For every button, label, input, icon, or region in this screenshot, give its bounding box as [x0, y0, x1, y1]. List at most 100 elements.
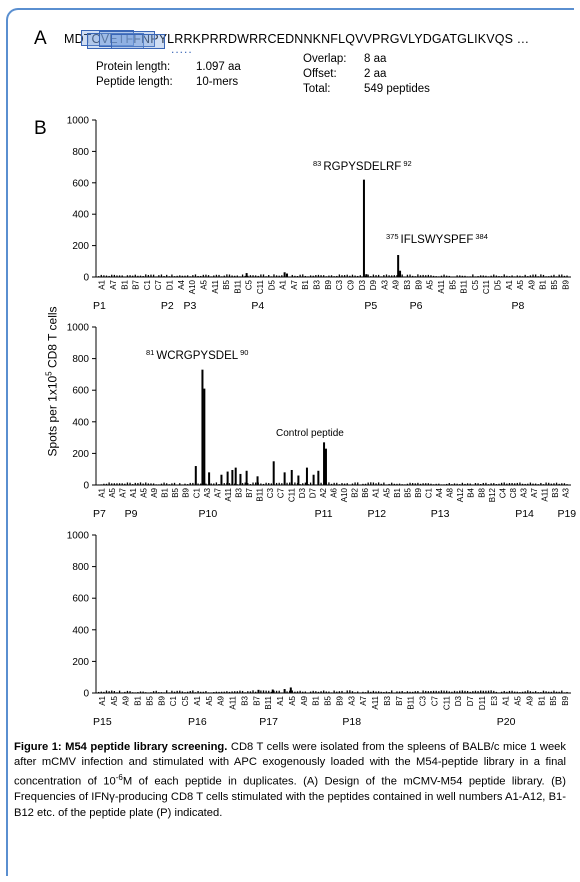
- noise-bar-1-18: [145, 482, 147, 485]
- noise-bar-2-70: [281, 692, 283, 693]
- noise-bar-2-113: [393, 692, 395, 693]
- noise-bar-1-106: [375, 483, 377, 485]
- noise-bar-0-38: [197, 275, 199, 277]
- noise-bar-0-143: [472, 274, 474, 277]
- noise-bar-1-161: [519, 482, 521, 485]
- plate-label-2-2: P17: [259, 716, 278, 728]
- x-tick-label-0-9: A5: [199, 279, 208, 289]
- noise-bar-2-135: [451, 691, 453, 693]
- noise-bar-1-53: [236, 484, 238, 485]
- plate-label-0-6: P8: [511, 300, 524, 312]
- noise-bar-2-24: [160, 692, 163, 693]
- noise-bar-2-178: [563, 692, 566, 693]
- noise-bar-0-106: [375, 275, 377, 277]
- noise-bar-0-34: [186, 275, 189, 277]
- noise-bar-2-151: [493, 690, 495, 693]
- noise-bar-0-53: [236, 275, 238, 277]
- noise-bar-0-86: [323, 275, 325, 277]
- noise-bar-1-10: [124, 483, 126, 485]
- noise-bar-2-50: [228, 691, 231, 693]
- noise-bar-2-6: [113, 691, 115, 693]
- noise-bar-0-22: [155, 276, 157, 277]
- noise-bar-1-85: [320, 482, 322, 485]
- x-tick-label-1-0: A1: [97, 487, 106, 497]
- noise-bar-1-97: [351, 483, 354, 485]
- noise-bar-1-116: [401, 484, 403, 485]
- noise-bar-1-2: [103, 483, 105, 485]
- plate-label-1-2: P10: [199, 508, 218, 520]
- noise-bar-1-127: [430, 483, 432, 485]
- y-tick-label-1-3: 600: [72, 386, 89, 397]
- noise-bar-0-45: [215, 274, 218, 277]
- plate-label-0-0: P1: [93, 300, 106, 312]
- noise-bar-1-121: [414, 483, 416, 485]
- noise-bar-2-94: [343, 692, 346, 693]
- noise-bar-1-148: [485, 482, 487, 485]
- noise-bar-1-45: [215, 482, 218, 485]
- noise-bar-0-131: [440, 275, 443, 277]
- noise-bar-0-127: [430, 275, 432, 277]
- noise-bar-2-159: [514, 691, 516, 693]
- noise-bar-0-129: [435, 276, 437, 277]
- noise-bar-2-12: [129, 691, 131, 693]
- noise-bar-0-139: [461, 275, 464, 277]
- peak-bar-0-6: [286, 273, 288, 277]
- peak-bar-1-16: [312, 474, 315, 485]
- noise-bar-2-14: [134, 692, 136, 693]
- x-tick-label-1-2: A7: [118, 487, 127, 497]
- noise-bar-1-138: [459, 484, 461, 485]
- noise-bar-0-165: [529, 275, 532, 277]
- noise-bar-1-143: [472, 484, 474, 485]
- x-tick-label-0-27: B3: [403, 279, 412, 289]
- noise-bar-0-97: [351, 274, 354, 277]
- x-tick-label-0-2: B1: [120, 279, 129, 289]
- noise-bar-0-94: [343, 275, 346, 277]
- peak-bar-1-14: [297, 475, 300, 485]
- noise-bar-0-14: [134, 274, 136, 277]
- noise-bar-0-23: [158, 275, 160, 277]
- noise-bar-2-102: [364, 692, 367, 693]
- noise-bar-1-41: [205, 483, 207, 485]
- noise-bar-2-45: [215, 691, 218, 693]
- noise-bar-2-4: [108, 691, 110, 693]
- noise-bar-1-88: [328, 482, 330, 485]
- x-tick-label-0-29: A5: [426, 279, 435, 289]
- noise-bar-0-111: [388, 275, 390, 277]
- noise-bar-1-38: [197, 483, 199, 485]
- noise-bar-0-117: [404, 276, 406, 277]
- noise-bar-0-87: [325, 276, 327, 277]
- peak-bar-1-5: [226, 471, 229, 485]
- noise-bar-1-133: [446, 483, 448, 485]
- noise-bar-0-122: [417, 274, 419, 277]
- x-tick-label-1-44: A3: [562, 487, 571, 497]
- noise-bar-0-36: [192, 275, 194, 277]
- x-tick-label-0-14: C11: [256, 279, 265, 294]
- noise-bar-0-153: [498, 276, 500, 277]
- noise-bar-1-153: [498, 483, 500, 485]
- x-tick-label-1-31: C1: [425, 487, 434, 498]
- noise-bar-0-35: [189, 276, 191, 277]
- total-value: 549 peptides: [364, 83, 430, 95]
- x-tick-label-1-30: B9: [414, 487, 423, 497]
- noise-bar-2-67: [273, 690, 275, 693]
- noise-bar-0-8: [118, 275, 121, 277]
- x-tick-label-2-1: A5: [110, 695, 119, 705]
- x-tick-label-1-7: B5: [171, 487, 180, 497]
- noise-bar-2-141: [466, 690, 469, 693]
- noise-bar-0-13: [132, 275, 134, 277]
- noise-bar-2-110: [385, 691, 388, 693]
- noise-bar-1-178: [563, 483, 566, 485]
- noise-bar-2-106: [375, 691, 377, 693]
- noise-bar-1-78: [302, 483, 304, 485]
- noise-bar-0-24: [160, 274, 163, 277]
- x-tick-label-0-13: C5: [245, 279, 254, 290]
- total-label: Total:: [303, 83, 331, 95]
- noise-bar-2-82: [312, 690, 314, 693]
- noise-bar-0-136: [453, 276, 456, 277]
- noise-bar-2-152: [495, 691, 498, 693]
- x-tick-label-1-9: C1: [192, 487, 201, 498]
- x-tick-label-1-35: B4: [467, 487, 476, 497]
- noise-bar-2-97: [351, 691, 354, 693]
- noise-bar-0-133: [446, 275, 448, 277]
- noise-bar-0-46: [218, 274, 220, 277]
